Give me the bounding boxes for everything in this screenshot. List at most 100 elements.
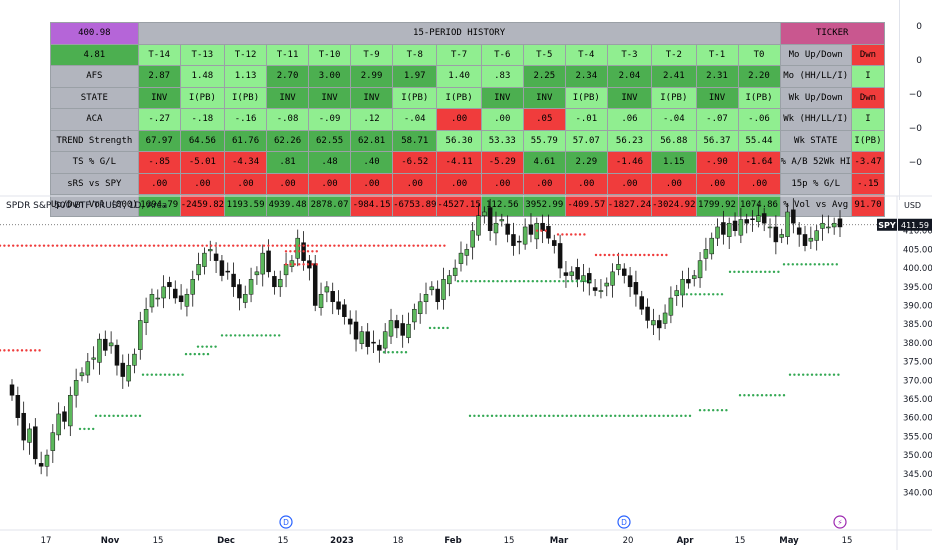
stop-dot <box>264 334 268 337</box>
stop-dot <box>477 414 480 418</box>
stop-dot <box>530 414 533 418</box>
table-cell: I(PB) <box>392 86 438 109</box>
y-tick-label: 360.00 <box>903 414 932 424</box>
stop-dot <box>225 334 228 337</box>
candle-body <box>196 264 201 276</box>
stop-dot <box>614 414 617 418</box>
y-tick-label: 350.00 <box>903 451 932 461</box>
y-tick-label: 395.00 <box>903 283 932 293</box>
stop-dot <box>521 414 524 418</box>
candle-body <box>802 234 808 246</box>
stop-dot <box>126 244 129 247</box>
stop-dot <box>505 279 508 283</box>
stop-dot <box>256 334 259 337</box>
candle-body <box>85 361 91 376</box>
stop-dot <box>514 279 517 283</box>
stop-dot <box>621 253 624 257</box>
stop-dot <box>592 414 595 418</box>
stop-dot <box>517 414 520 418</box>
y-tick-label: 340.00 <box>903 489 932 499</box>
stop-dot <box>644 414 648 418</box>
stop-dot <box>0 244 2 247</box>
stop-dot <box>391 351 394 354</box>
ticker-label: Wk Up/Down <box>779 86 852 109</box>
stop-dot <box>746 270 749 274</box>
stop-dot <box>135 244 138 247</box>
history-table: 400.98 15-PERIOD HISTORY TICKER 4.81 T-14 T-1… <box>50 22 885 217</box>
stop-dot <box>698 293 702 296</box>
candle-body <box>686 279 691 284</box>
table-cell: -.27 <box>137 108 181 131</box>
stop-dot <box>166 244 169 247</box>
candle-body <box>324 286 330 293</box>
table-cell: -3024.92 <box>651 194 697 217</box>
stop-dot <box>234 334 237 337</box>
candle-body <box>15 395 21 418</box>
candle-body <box>511 234 516 246</box>
event-marker-text: D <box>621 518 627 527</box>
candle-body <box>371 341 376 344</box>
stop-dot <box>278 334 281 337</box>
stop-dot <box>800 263 803 266</box>
y-tick-label: 385.00 <box>903 320 932 330</box>
candle-body <box>796 227 802 235</box>
stop-dot <box>201 244 204 247</box>
stop-dot <box>574 414 577 418</box>
stop-dot <box>372 244 376 247</box>
stop-dot <box>616 253 620 257</box>
stop-dot <box>387 351 390 354</box>
candle-body <box>744 219 749 224</box>
candle-body <box>149 294 155 308</box>
candle-body <box>155 297 161 300</box>
stop-dot <box>747 394 750 397</box>
stop-dot <box>556 233 560 236</box>
stop-dot <box>643 253 646 257</box>
y-tick-label: 380.00 <box>903 339 932 349</box>
stop-dot <box>470 279 473 283</box>
candle-body <box>709 237 714 255</box>
candle-body <box>394 320 400 329</box>
candle-body <box>353 321 359 340</box>
stop-dot <box>549 279 552 283</box>
indicator-scale: 0 0 −0 −0 −0 <box>899 0 932 200</box>
candle-body <box>651 320 656 326</box>
stop-dot <box>765 394 768 397</box>
stop-dot <box>56 244 59 247</box>
stop-dot <box>7 244 10 247</box>
table-cell: 56.37 <box>695 129 739 152</box>
x-tick-label: May <box>779 536 799 546</box>
table-cell: -.06 <box>737 108 781 131</box>
column-header: T-1 <box>695 43 739 66</box>
candle-body <box>452 267 458 276</box>
stop-dot <box>716 293 719 296</box>
stop-dot <box>587 414 590 418</box>
candle-body <box>400 323 405 336</box>
table-cell: 56.88 <box>651 129 697 152</box>
stop-dot <box>707 293 710 296</box>
candle-body <box>68 395 73 427</box>
stop-dot <box>742 270 745 274</box>
stop-dot <box>227 244 230 247</box>
candle-body <box>336 301 341 310</box>
candle-body <box>167 282 172 288</box>
table-cell: 2.99 <box>350 65 394 88</box>
candle-body <box>482 211 487 216</box>
stop-dot <box>496 279 499 283</box>
candle-body <box>470 230 475 248</box>
table-cell: 2.04 <box>606 65 653 88</box>
stop-dot <box>434 244 437 247</box>
stop-dot <box>293 244 296 247</box>
dividend-event-icon[interactable]: D <box>617 515 631 529</box>
stop-dot <box>782 263 786 266</box>
stop-dot <box>725 409 728 412</box>
table-row: STATE INV I(PB) I(PB) INV INV INV I(PB) I(PB) INV… <box>50 86 885 109</box>
dividend-event-icon[interactable]: D <box>279 515 293 529</box>
candle-body <box>266 250 271 273</box>
candle-body <box>476 215 481 236</box>
stop-dot <box>575 279 578 283</box>
table-cell: 2878.07 <box>308 194 352 217</box>
stop-dot <box>512 414 516 418</box>
stop-dot <box>508 414 511 418</box>
split-event-icon[interactable]: ⚡ <box>833 515 847 529</box>
